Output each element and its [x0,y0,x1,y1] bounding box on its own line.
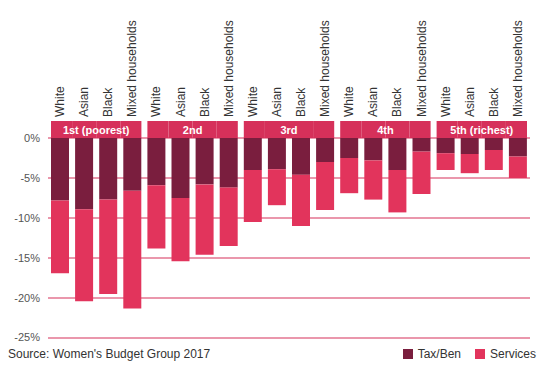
svg-text:-25%: -25% [14,331,40,343]
svg-text:Asian: Asian [463,87,477,117]
svg-text:White: White [53,86,67,117]
svg-text:-10%: -10% [14,212,40,224]
svg-text:Black: Black [294,87,308,117]
svg-text:1st (poorest): 1st (poorest) [63,124,130,136]
svg-text:Asian: Asian [174,87,188,117]
svg-text:-15%: -15% [14,252,40,264]
svg-text:3rd: 3rd [280,124,297,136]
html-text:Source: Women's Budget Group 2: Source: Women's Budget Group 2017 [8,347,211,361]
svg-text:0%: 0% [24,132,40,144]
html-text:Tax/Ben: Tax/Ben [417,347,461,361]
html-text:Services: Services [490,347,536,361]
svg-text:Black: Black [390,87,404,117]
svg-text:White: White [439,86,453,117]
svg-text:Mixed households: Mixed households [511,20,525,117]
svg-text:White: White [246,86,260,117]
svg-text:White: White [342,86,356,117]
svg-text:White: White [149,86,163,117]
svg-text:Asian: Asian [77,87,91,117]
svg-text:Mixed households: Mixed households [125,20,139,117]
svg-text:Black: Black [198,87,212,117]
svg-text:-5%: -5% [20,172,40,184]
svg-text:4th: 4th [377,124,394,136]
svg-text:-20%: -20% [14,292,40,304]
svg-text:Black: Black [101,87,115,117]
svg-text:Mixed households: Mixed households [222,20,236,117]
svg-text:Asian: Asian [366,87,380,117]
svg-text:Mixed households: Mixed households [318,20,332,117]
svg-text:2nd: 2nd [183,124,203,136]
svg-text:5th (richest): 5th (richest) [450,124,513,136]
svg-text:Mixed households: Mixed households [415,20,429,117]
svg-text:Asian: Asian [270,87,284,117]
svg-text:Black: Black [487,87,501,117]
